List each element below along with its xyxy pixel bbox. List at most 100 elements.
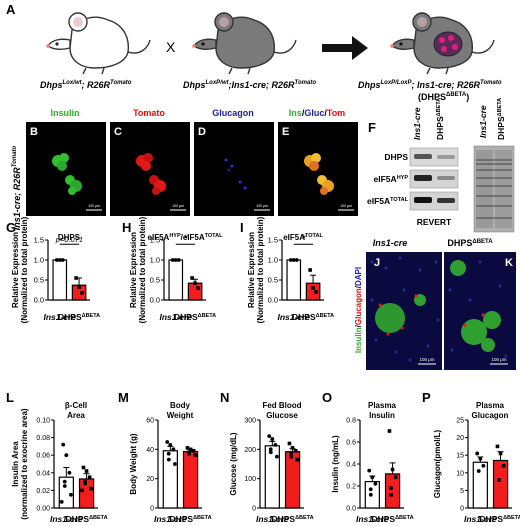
data-point: [166, 451, 171, 456]
stain-label: Insulin/Glucagon/DAPI: [354, 267, 363, 353]
data-point: [368, 487, 373, 492]
data-point: [168, 443, 173, 447]
data-point: [308, 268, 312, 272]
chart-title: Body Weight: [167, 401, 194, 420]
data-point: [191, 449, 196, 453]
data-point: [60, 258, 65, 262]
y-tick-label: 0.5: [34, 276, 44, 285]
panel-letter: I: [240, 220, 244, 235]
panel-letter: P: [422, 390, 431, 405]
x-tick-label: DHPSΔBETA: [58, 312, 100, 322]
bar: [492, 459, 509, 509]
data-point: [475, 451, 480, 456]
y-tick-label: 25: [456, 418, 464, 425]
y-tick-label: 5: [460, 488, 464, 495]
y-tick-label: 0.10: [36, 418, 50, 425]
data-point: [166, 457, 171, 462]
panel-letter: L: [6, 390, 14, 405]
x-tick-label: Ins1-cre: [356, 514, 389, 524]
bar: [286, 259, 302, 301]
panel-letter: O: [322, 390, 332, 405]
data-point: [193, 281, 197, 285]
data-point: [295, 457, 299, 462]
significance-label: *: [183, 233, 188, 245]
y-tick-label: 0.0: [268, 296, 278, 305]
bar: [472, 461, 488, 509]
micrograph-glucagon: [194, 122, 274, 216]
cross-symbol: X: [166, 39, 176, 55]
data-point: [497, 478, 501, 482]
data-point: [196, 286, 200, 290]
blot-band: [437, 155, 455, 159]
data-point: [270, 437, 275, 441]
data-point: [311, 286, 315, 290]
scale-bar-label: 100 μm: [340, 204, 352, 208]
data-point: [80, 488, 84, 493]
blot-strip-total: [409, 191, 459, 211]
panel-letter: M: [118, 390, 129, 405]
data-point: [61, 442, 66, 447]
x-tick-label: Ins1-cre: [256, 514, 289, 524]
x-tick-label: DHPSΔBETA: [169, 514, 211, 524]
data-point: [176, 258, 181, 262]
panels-b-e: Ins1-cre; R26RTomato Insulin B 100 μm To…: [12, 108, 358, 230]
data-point: [291, 258, 296, 262]
data-point: [293, 449, 298, 453]
data-point: [290, 446, 295, 450]
y-tick-label: 0: [252, 506, 256, 513]
y-tick-label: 0.0: [346, 506, 356, 513]
panel-letter: D: [198, 126, 206, 138]
panel-title-merge: Ins/Gluc/Tom: [289, 108, 345, 118]
blot-label-hyp: eIF5AHYP: [374, 174, 409, 184]
significance-label: *: [301, 233, 306, 245]
y-tick-label: 200: [244, 447, 256, 454]
y-tick-label: 0.02: [36, 488, 50, 495]
y-tick-label: 0.06: [36, 453, 50, 460]
panel-letter: E: [282, 126, 289, 138]
blot-band: [414, 154, 432, 159]
panel-title-insulin: Insulin: [51, 108, 80, 118]
y-axis-label: Glucagon(pmol/L): [433, 429, 442, 498]
y-tick-label: 300: [244, 418, 256, 425]
lane-label-2: DHPSΔBETA: [435, 98, 445, 140]
islet-signal-red: [136, 153, 166, 195]
revert-label: REVERT: [417, 217, 452, 227]
y-tick-label: 0.4: [346, 462, 356, 469]
genotype-label-3: DhpsLoxP/LoxP; Ins1-cre; R26RTomato: [358, 80, 502, 90]
y-tick-label: 15: [456, 453, 464, 460]
chart-title: Plasma Glucagon: [472, 401, 509, 420]
y-tick-label: 20: [146, 476, 154, 483]
data-point: [498, 451, 503, 456]
genotype-label-1: DhpsLox/wt; R26RTomato: [40, 80, 132, 90]
data-point: [373, 481, 378, 486]
panel-f: F Ins1-cre DHPSΔBETA Ins1-cre DHPSΔBETA …: [367, 98, 515, 233]
x-tick-label: Ins1-cre: [464, 514, 497, 524]
islet-signal-green: [52, 153, 82, 195]
data-point: [389, 486, 393, 490]
data-point: [57, 258, 62, 262]
chart-n: N Fed Blood Glucose Glucose (mg/dL) 0 100 200 3…: [220, 390, 314, 524]
islet-signal-merge: [304, 153, 334, 195]
blot-band: [437, 176, 455, 180]
panel-title-glucagon: Glucagon: [212, 108, 254, 118]
y-tick-label: 1.5: [268, 236, 278, 245]
column-label-knockout: DHPSΔBETA: [447, 238, 493, 248]
islet-signal-blue: [224, 158, 247, 190]
data-point: [69, 492, 73, 497]
y-tick-label: 0.00: [36, 506, 50, 513]
bar: [168, 259, 184, 301]
panel-letter: F: [368, 120, 376, 135]
y-tick-label: 0.6: [346, 440, 356, 447]
y-axis-label: Insulin Area(normalized to exocrine area…: [11, 408, 29, 519]
data-point: [478, 456, 483, 461]
chart-title: β-Cell Area: [65, 401, 87, 420]
x-tick-label: DHPSΔBETA: [479, 514, 520, 524]
chart-g: G DHPS Relative Expression(Normalized to t…: [6, 216, 100, 323]
mouse-icon-gray: [192, 12, 297, 75]
chart-title: eIF5ATOTAL: [283, 233, 323, 242]
data-point: [268, 447, 273, 452]
chart-m: M Body Weight Body Weight (g) 0 20 40 60 Ins1-cr…: [118, 390, 212, 524]
data-point: [188, 447, 193, 452]
data-point: [501, 463, 506, 468]
blot-band: [414, 175, 432, 181]
